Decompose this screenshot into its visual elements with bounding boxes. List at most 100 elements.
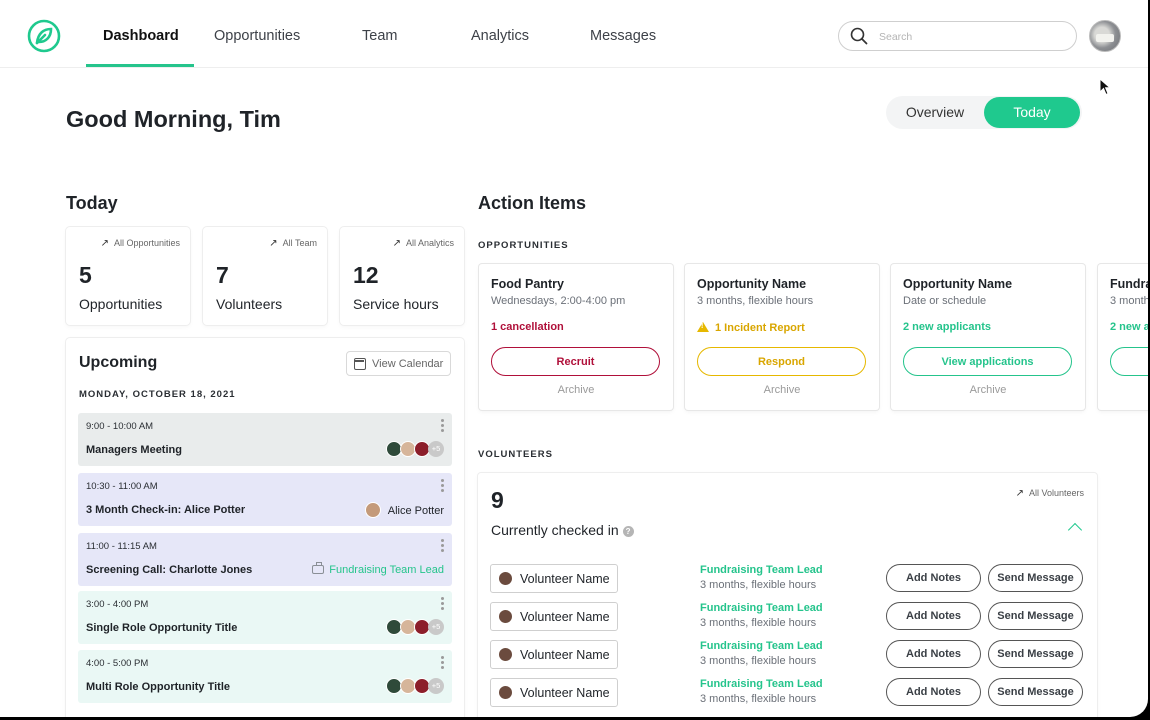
volunteer-row: Volunteer Name Fundraising Team Lead 3 m… [490, 678, 1084, 708]
event-card[interactable]: 11:00 - 11:15 AM Screening Call: Charlot… [78, 533, 452, 586]
volunteer-chip[interactable]: Volunteer Name [490, 640, 618, 669]
volunteer-row: Volunteer Name Fundraising Team Lead 3 m… [490, 640, 1084, 670]
volunteer-row: Volunteer Name Fundraising Team Lead 3 m… [490, 564, 1084, 594]
event-card[interactable]: 9:00 - 10:00 AM Managers Meeting +5 [78, 413, 452, 466]
event-person: Alice Potter [364, 502, 444, 519]
all-volunteers-link[interactable]: ↗ All Volunteers [1016, 488, 1084, 499]
more-vertical-icon[interactable] [441, 479, 445, 495]
volunteer-role-schedule: 3 months, flexible hours [700, 617, 817, 629]
volunteers-panel: 9 ↗ All Volunteers Currently checked in? … [478, 473, 1097, 717]
page-title: Good Morning, Tim [66, 106, 281, 132]
volunteer-count: 9 [491, 487, 504, 513]
attendee-avatars: +5 [384, 441, 444, 457]
toggle-today-button[interactable]: Today [984, 97, 1080, 128]
event-title: Managers Meeting [86, 444, 182, 456]
event-role: Fundraising Team Lead [312, 562, 444, 576]
add-notes-button[interactable]: Add Notes [886, 602, 981, 630]
volunteer-chip[interactable]: Volunteer Name [490, 564, 618, 593]
stat-link-label: All Team [282, 238, 317, 248]
archive-link[interactable]: Archive [969, 384, 1007, 396]
chevron-up-icon[interactable] [1067, 522, 1083, 538]
arrow-up-right-icon: ↗ [392, 238, 401, 249]
archive-link[interactable]: Archive [763, 384, 801, 396]
volunteer-role-schedule: 3 months, flexible hours [700, 655, 817, 667]
all-analytics-link[interactable]: ↗ All Analytics [393, 238, 454, 249]
active-tab-indicator [86, 64, 194, 67]
stat-card-service-hours: ↗ All Analytics 12 Service hours [340, 227, 464, 325]
upcoming-date: MONDAY, OCTOBER 18, 2021 [79, 389, 236, 400]
briefcase-icon [312, 562, 325, 574]
stat-link-label: All Opportunities [113, 238, 180, 248]
checked-in-text: Currently checked in [491, 522, 619, 538]
opportunity-status: 2 new applicants [1110, 321, 1148, 333]
volunteer-name: Volunteer Name [520, 686, 610, 700]
view-calendar-label: View Calendar [372, 357, 444, 370]
help-icon[interactable]: ? [622, 526, 634, 537]
volunteer-chip[interactable]: Volunteer Name [490, 678, 618, 707]
volunteer-role-schedule: 3 months, flexible hours [700, 579, 817, 591]
avatar [498, 571, 513, 586]
opportunity-status: 1 cancellation [491, 321, 564, 333]
event-role-label: Fundraising Team Lead [329, 564, 444, 576]
search-input[interactable] [879, 28, 1059, 45]
opportunity-card: Opportunity Name 3 months, flexible hour… [685, 264, 879, 410]
opportunity-name: Food Pantry [491, 277, 564, 291]
avatar [498, 685, 513, 700]
more-vertical-icon[interactable] [441, 656, 445, 672]
event-time: 10:30 - 11:00 AM [86, 481, 158, 492]
opportunity-schedule: 3 months, flexible hours [697, 295, 814, 307]
mouse-cursor-icon [1099, 78, 1111, 96]
event-card[interactable]: 3:00 - 4:00 PM Single Role Opportunity T… [78, 591, 452, 644]
opportunity-status: 2 new applicants [903, 321, 992, 333]
stat-value: 5 [79, 262, 92, 288]
event-card[interactable]: 4:00 - 5:00 PM Multi Role Opportunity Ti… [78, 650, 452, 703]
send-message-button[interactable]: Send Message [988, 602, 1083, 630]
send-message-button[interactable]: Send Message [988, 640, 1083, 668]
more-vertical-icon[interactable] [441, 419, 445, 435]
tab-analytics[interactable]: Analytics [471, 28, 530, 44]
more-vertical-icon[interactable] [441, 597, 445, 613]
send-message-button[interactable]: Send Message [988, 564, 1083, 592]
action-items-heading: Action Items [478, 193, 587, 213]
volunteer-chip[interactable]: Volunteer Name [490, 602, 618, 631]
stat-link-label: All Analytics [405, 238, 454, 248]
event-card[interactable]: 10:30 - 11:00 AM 3 Month Check-in: Alice… [78, 473, 452, 526]
search-box[interactable] [838, 21, 1077, 51]
arrow-up-right-icon: ↗ [1015, 488, 1024, 499]
all-opportunities-link[interactable]: ↗ All Opportunities [101, 238, 180, 249]
opportunity-action-button[interactable] [1110, 347, 1148, 376]
add-notes-button[interactable]: Add Notes [886, 640, 981, 668]
event-time: 4:00 - 5:00 PM [86, 658, 149, 669]
all-team-link[interactable]: ↗ All Team [269, 238, 317, 249]
archive-link[interactable]: Archive [557, 384, 595, 396]
volunteer-name: Volunteer Name [520, 648, 610, 662]
stat-value: 12 [353, 262, 379, 288]
opportunity-schedule: Wednesdays, 2:00-4:00 pm [491, 295, 626, 307]
avatar [364, 502, 381, 518]
extra-attendees-count: +5 [428, 441, 444, 457]
tab-team[interactable]: Team [362, 28, 398, 44]
volunteers-caption: VOLUNTEERS [478, 449, 553, 460]
toggle-overview-button[interactable]: Overview [886, 96, 984, 129]
opportunity-status-label: 1 Incident Report [715, 322, 805, 334]
event-time: 9:00 - 10:00 AM [86, 421, 154, 432]
view-calendar-button[interactable]: View Calendar [346, 351, 451, 376]
tab-messages[interactable]: Messages [590, 28, 657, 44]
opportunity-name: Opportunity Name [903, 277, 1013, 291]
tab-dashboard[interactable]: Dashboard [103, 28, 179, 44]
respond-button[interactable]: Respond [697, 347, 866, 376]
add-notes-button[interactable]: Add Notes [886, 564, 981, 592]
view-applications-button[interactable]: View applications [903, 347, 1072, 376]
send-message-button[interactable]: Send Message [988, 678, 1083, 706]
view-toggle: Overview Today [886, 96, 1082, 129]
volunteer-name: Volunteer Name [520, 610, 610, 624]
recruit-button[interactable]: Recruit [491, 347, 660, 376]
tab-opportunities[interactable]: Opportunities [214, 28, 301, 44]
add-notes-button[interactable]: Add Notes [886, 678, 981, 706]
leaf-logo-icon[interactable] [27, 19, 61, 53]
upcoming-heading: Upcoming [79, 354, 158, 371]
user-avatar[interactable] [1089, 20, 1121, 52]
more-vertical-icon[interactable] [441, 539, 445, 555]
